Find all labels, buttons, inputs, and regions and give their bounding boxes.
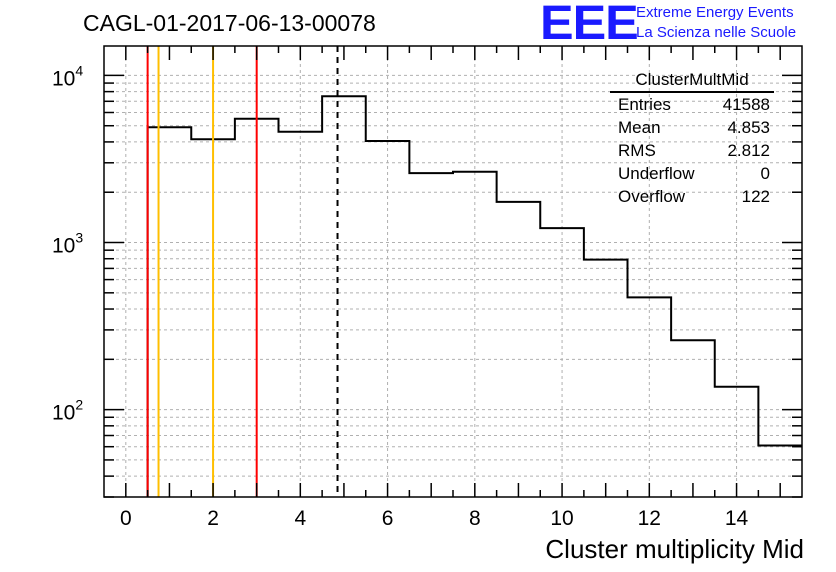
- stats-label: Mean: [618, 118, 661, 137]
- logo-caption-line1: Extreme Energy Events: [636, 4, 794, 21]
- x-tick-label: 6: [382, 507, 394, 530]
- histogram-bin: [366, 141, 410, 497]
- histogram-bin: [322, 96, 366, 497]
- histogram-bin: [715, 387, 759, 497]
- stats-value: 4.853: [727, 118, 770, 137]
- stats-value: 122: [741, 187, 770, 206]
- stats-label: RMS: [618, 141, 656, 160]
- stats-value: 2.812: [727, 141, 770, 160]
- stats-row-overflow: Overflow 122: [610, 185, 776, 208]
- y-tick-label: 103: [52, 230, 83, 258]
- stats-box-title: ClusterMultMid: [610, 70, 774, 93]
- histogram-bin: [671, 340, 715, 497]
- histogram-bin: [540, 228, 584, 497]
- histogram-bin: [628, 297, 672, 497]
- histogram-bin: [148, 127, 192, 497]
- logo-caption-line2: La Scienza nelle Scuole: [636, 24, 797, 41]
- stats-box: ClusterMultMid Entries 41588 Mean 4.853 …: [610, 70, 776, 208]
- x-tick-label: 0: [120, 507, 132, 530]
- histogram-outline: [146, 95, 802, 497]
- histogram-bin: [453, 172, 497, 497]
- stats-row-rms: RMS 2.812: [610, 139, 776, 162]
- stats-label: Overflow: [618, 187, 686, 206]
- stats-label: Entries: [618, 95, 671, 114]
- stats-value: 0: [760, 164, 770, 183]
- histogram-bin: [279, 132, 323, 497]
- logo-caption: Extreme Energy Events La Scienza nelle S…: [636, 3, 796, 43]
- stats-row-entries: Entries 41588: [610, 93, 776, 116]
- histogram-bin: [584, 260, 628, 497]
- x-tick-label: 4: [294, 507, 306, 530]
- stats-label: Underflow: [618, 164, 695, 183]
- y-tick-label: 104: [52, 62, 83, 90]
- x-tick-label: 12: [638, 507, 661, 530]
- y-tick-label: 102: [52, 397, 83, 425]
- x-tick-label: 8: [469, 507, 481, 530]
- eee-logo: EEE: [540, 0, 639, 50]
- chart-title: CAGL-01-2017-06-13-00078: [83, 10, 376, 36]
- x-tick-label: 10: [550, 507, 573, 530]
- stats-row-underflow: Underflow 0: [610, 162, 776, 185]
- x-tick-label: 14: [725, 507, 749, 530]
- histogram-bin: [409, 173, 453, 497]
- x-tick-label: 2: [207, 507, 219, 530]
- x-axis-label: Cluster multiplicity Mid: [545, 534, 804, 564]
- stats-row-mean: Mean 4.853: [610, 116, 776, 139]
- stats-value: 41588: [722, 95, 770, 114]
- histogram-bin: [497, 202, 541, 497]
